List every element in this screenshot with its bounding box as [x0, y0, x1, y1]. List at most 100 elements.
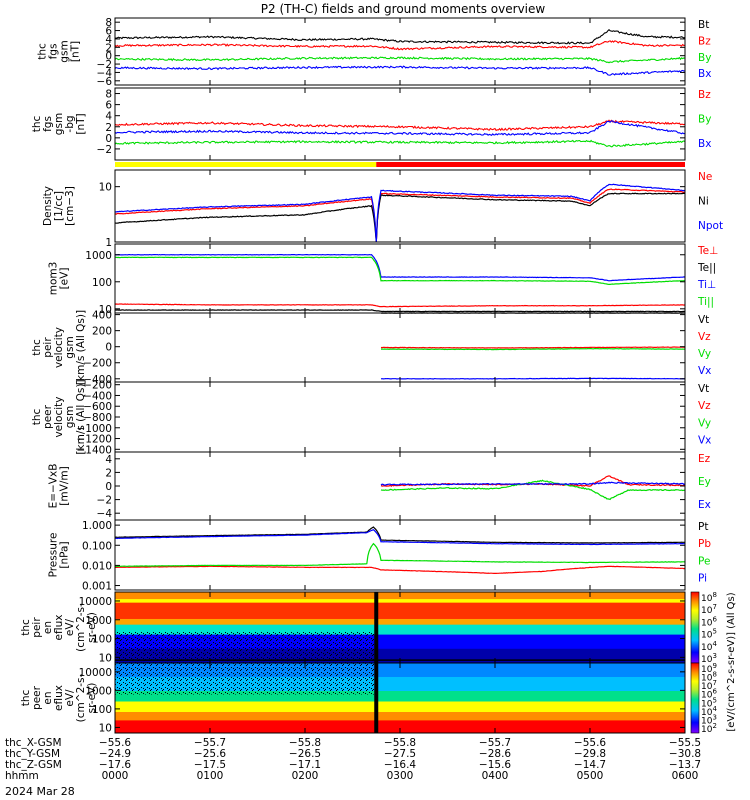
- panel-3: 10 1 Density [1/cc] [cm−3] Ne Ni Npot: [42, 169, 723, 249]
- y-tick-label: 10: [99, 722, 112, 734]
- x-row-label: thc_X-GSM: [5, 737, 62, 749]
- y-tick-label: 2: [105, 122, 112, 134]
- y-tick-label: 1000: [85, 685, 112, 697]
- y-axis-label: gsm: [64, 336, 76, 358]
- colorbar-tick-label: 104: [701, 640, 717, 653]
- y-tick-label: −4: [97, 67, 113, 79]
- x-tick-label-x_gsm: −55.8: [289, 737, 321, 749]
- y-axis-label: sr-eV): [86, 683, 98, 714]
- y-tick-label: −6: [97, 76, 113, 88]
- y-axis-label: [eV]: [59, 268, 71, 290]
- y-axis-label: [nT]: [70, 41, 82, 62]
- spectrogram-noise: [115, 631, 377, 663]
- y-tick-label: −2: [97, 144, 112, 156]
- y-tick-label: 0.100: [82, 540, 112, 552]
- y-tick-label: 0: [105, 133, 112, 145]
- y-axis-label: gsm: [64, 406, 76, 428]
- y-axis-label: fgs: [42, 116, 54, 132]
- colorbar-tick-exponent: 7: [712, 603, 716, 611]
- y-axis-label: eV/: [64, 618, 76, 636]
- y-tick-label: 2: [105, 467, 112, 479]
- legend-vx: Vx: [698, 435, 711, 447]
- series-ne-line: [114, 188, 686, 243]
- x-tick-label-hhmm: 0600: [672, 770, 699, 782]
- y-tick-label: −1000: [76, 423, 112, 435]
- y-axis-label: mom3: [48, 262, 60, 296]
- panel-frame: [114, 17, 686, 86]
- figure-title: P2 (TH-C) fields and ground moments over…: [261, 2, 546, 16]
- legend-pb: Pb: [698, 538, 711, 550]
- y-tick-label: 1.000: [82, 520, 112, 532]
- series-pb-line: [115, 565, 686, 574]
- y-tick-label: −400: [83, 390, 112, 402]
- spectrogram-gap: [374, 592, 379, 663]
- y-axis-label: gsm: [59, 40, 71, 62]
- series-by-line: [114, 139, 686, 148]
- x-tick-label-y_gsm: −24.9: [99, 748, 131, 760]
- colorbar-tick-exponent: 5: [712, 696, 716, 704]
- y-tick-label: 400: [92, 310, 112, 322]
- y-tick-label: 10000: [79, 667, 112, 679]
- y-axis-label: [mV/m]: [59, 466, 71, 505]
- spectrogram-band: [115, 691, 685, 702]
- x-tick-label-z_gsm: −13.7: [669, 759, 701, 771]
- series-vz-line: [380, 346, 686, 349]
- spectrogram-band: [115, 599, 685, 604]
- panel-5: 400 200 0 −200 −400 thc peir velocity gsm [km/s (…: [31, 310, 711, 386]
- legend-ti: Ti⊥: [697, 279, 716, 291]
- panel-6: −200−400−600−800−1000−1200−1400 thc peer ve…: [31, 379, 711, 456]
- x-tick-label-hhmm: 0400: [482, 770, 509, 782]
- panel-8: 1.000 0.100 0.010 0.001 Pressure [nPa] Pt Pb Pe P…: [48, 519, 711, 593]
- x-tick-label-x_gsm: −55.8: [384, 737, 416, 749]
- y-tick-label: 100: [92, 704, 112, 716]
- x-row-label: thc_Y-GSM: [5, 748, 60, 760]
- spectrogram-band: [115, 624, 685, 636]
- y-axis-label: peir: [42, 337, 54, 358]
- legend-pt: Pt: [698, 521, 708, 533]
- colorbar-tick-exponent: 3: [712, 652, 716, 660]
- colorbar: [690, 662, 700, 734]
- y-tick-label: 1000: [85, 615, 112, 627]
- legend-vt: Vt: [698, 383, 709, 395]
- y-axis-label: en: [42, 691, 54, 704]
- colorbar-tick-exponent: 8: [712, 591, 716, 599]
- legend-vy: Vy: [698, 417, 711, 429]
- series-ey-line: [380, 479, 686, 501]
- x-tick-label-y_gsm: −29.8: [574, 748, 606, 760]
- legend-vx: Vx: [698, 365, 711, 377]
- y-axis-label: gsm: [53, 113, 65, 135]
- y-tick-label: −800: [83, 412, 112, 424]
- y-axis-label: [nPa]: [59, 541, 71, 568]
- y-axis-label: [km/s (All Qs)]: [75, 379, 87, 454]
- x-tick-label-hhmm: 0300: [387, 770, 414, 782]
- x-row-label: hhmm: [5, 770, 39, 782]
- colorbar-tick-exponent: 3: [712, 713, 716, 721]
- x-tick-label-z_gsm: −17.6: [99, 759, 131, 771]
- panel-10: 10000 1000 100 10 thc peer en eflux eV/(cm^2-s-s…: [20, 662, 717, 735]
- x-tick-label-x_gsm: −55.5: [669, 737, 701, 749]
- legend-ni: Ni: [698, 196, 709, 208]
- legend-by: By: [698, 114, 711, 126]
- series-pe-line: [114, 542, 686, 568]
- x-tick-label-z_gsm: −14.7: [574, 759, 606, 771]
- spectrogram-gap: [374, 663, 379, 733]
- panel-frame: [114, 381, 686, 453]
- x-tick-label-y_gsm: −26.5: [289, 748, 321, 760]
- series-bt-line: [114, 28, 686, 45]
- y-tick-label: 0.001: [82, 581, 112, 593]
- y-axis-label: -bg: [64, 115, 76, 132]
- x-tick-label-y_gsm: −28.6: [479, 748, 511, 760]
- spectrogram-band: [115, 712, 685, 721]
- y-tick-label: 4: [105, 34, 112, 46]
- y-tick-label: 1000: [85, 250, 112, 262]
- x-tick-label-z_gsm: −17.5: [194, 759, 226, 771]
- panel-4: 1000 100 10 mom3 [eV] Te⊥ Te|| Ti⊥ Ti||: [48, 243, 718, 316]
- y-tick-label: −600: [83, 401, 112, 413]
- y-tick-label: 10000: [79, 596, 112, 608]
- legend-te: Te||: [697, 262, 716, 274]
- y-axis-label: eflux: [53, 615, 65, 641]
- spectrogram-noise: [115, 663, 377, 695]
- y-tick-label: 6: [105, 100, 112, 112]
- y-tick-label: 8: [105, 89, 112, 101]
- y-axis-label: eV/: [64, 689, 76, 707]
